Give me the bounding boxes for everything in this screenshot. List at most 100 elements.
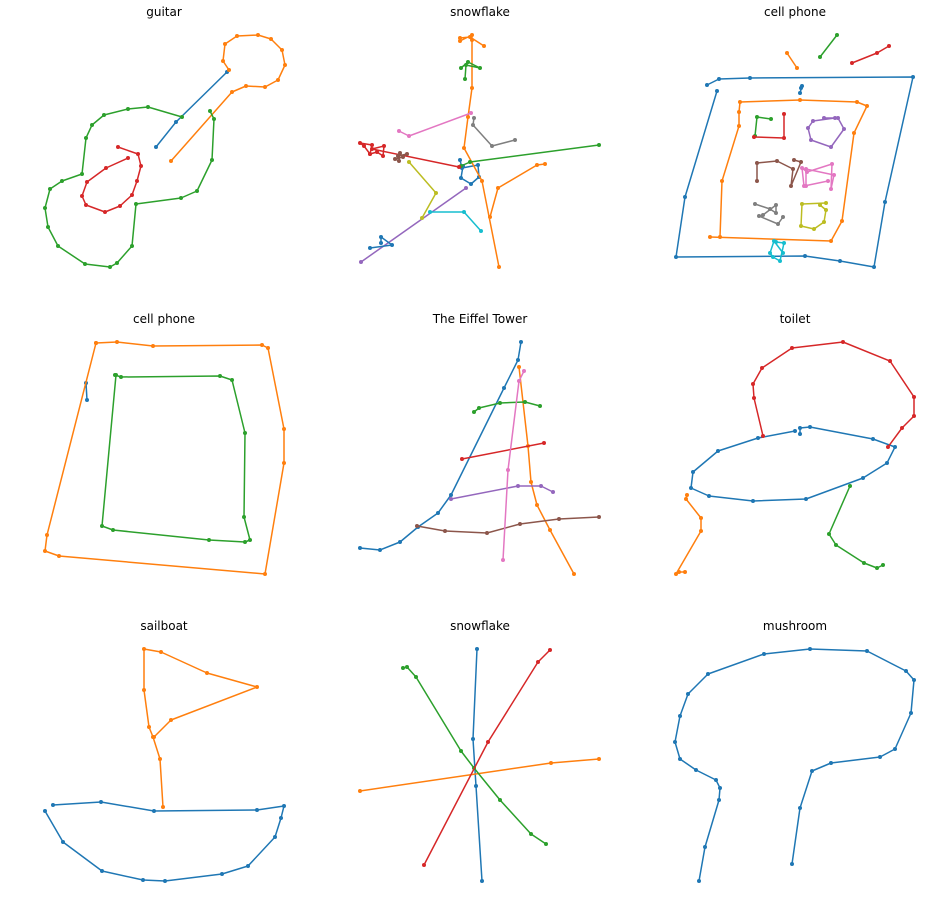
stroke-line: [518, 366, 575, 575]
stroke-point: [775, 159, 779, 163]
stroke-point: [543, 162, 547, 166]
stroke-point: [549, 761, 553, 765]
stroke-point: [886, 445, 890, 449]
stroke-point: [703, 845, 707, 849]
stroke-point: [812, 227, 816, 231]
stroke-point: [513, 138, 517, 142]
stroke-point: [542, 441, 546, 445]
stroke-point: [260, 343, 264, 347]
stroke-point: [496, 186, 500, 190]
stroke-line: [756, 159, 802, 187]
stroke-point: [141, 878, 145, 882]
stroke-line: [460, 61, 481, 80]
stroke-point: [678, 757, 682, 761]
stroke-point: [469, 182, 473, 186]
stroke-point: [789, 184, 793, 188]
stroke-point: [911, 75, 915, 79]
stroke-point: [434, 191, 438, 195]
stroke-line: [709, 99, 868, 242]
stroke-point: [834, 543, 838, 547]
stroke-point: [460, 457, 464, 461]
stroke-point: [282, 427, 286, 431]
stroke-point: [810, 769, 814, 773]
stroke-point: [208, 109, 212, 113]
stroke-point: [401, 666, 405, 670]
stroke-point: [811, 119, 815, 123]
stroke-point: [803, 254, 807, 258]
stroke-line: [101, 374, 251, 543]
stroke-point: [829, 239, 833, 243]
stroke-line: [44, 341, 285, 575]
stroke-point: [776, 222, 780, 226]
stroke-point: [358, 141, 362, 145]
stroke-line: [398, 112, 472, 137]
stroke-point: [126, 107, 130, 111]
stroke-line: [819, 34, 838, 58]
stroke-point: [415, 524, 419, 528]
stroke-point: [246, 864, 250, 868]
stroke-point: [718, 235, 722, 239]
stroke-point: [572, 572, 576, 576]
stroke-line: [408, 161, 437, 219]
stroke-point: [379, 235, 383, 239]
stroke-point: [535, 503, 539, 507]
stroke-point: [464, 186, 468, 190]
stroke-point: [43, 549, 47, 553]
stroke-point: [158, 757, 162, 761]
stroke-point: [393, 157, 397, 161]
stroke-point: [375, 150, 379, 154]
stroke-point: [100, 524, 104, 528]
stroke-point: [769, 117, 773, 121]
stroke-point: [818, 55, 822, 59]
stroke-point: [243, 431, 247, 435]
stroke-point: [752, 135, 756, 139]
stroke-point: [130, 244, 134, 248]
stroke-line: [675, 76, 914, 268]
stroke-point: [242, 515, 246, 519]
stroke-point: [116, 145, 120, 149]
stroke-point: [806, 126, 810, 130]
stroke-point: [836, 116, 840, 120]
stroke-line: [473, 401, 541, 413]
stroke-point: [778, 259, 782, 263]
stroke-line: [754, 203, 784, 225]
stroke-point: [808, 647, 812, 651]
stroke-point: [61, 840, 65, 844]
stroke-point: [379, 241, 383, 245]
stroke-point: [888, 359, 892, 363]
stroke-point: [832, 173, 836, 177]
stroke-point: [785, 51, 789, 55]
stroke-point: [163, 879, 167, 883]
stroke-point: [762, 652, 766, 656]
sketch-1: [358, 33, 601, 269]
sketch-7: [358, 647, 601, 883]
stroke-point: [497, 265, 501, 269]
stroke-point: [717, 798, 721, 802]
stroke-point: [464, 63, 468, 67]
stroke-point: [782, 112, 786, 116]
stroke-point: [878, 755, 882, 759]
stroke-line: [402, 666, 547, 845]
stroke-point: [282, 804, 286, 808]
stroke-point: [90, 123, 94, 127]
stroke-point: [808, 425, 812, 429]
stroke-point: [548, 528, 552, 532]
stroke-point: [104, 166, 108, 170]
stroke-point: [475, 647, 479, 651]
stroke-point: [912, 395, 916, 399]
stroke-line: [460, 144, 600, 167]
stroke-point: [885, 461, 889, 465]
stroke-point: [398, 540, 402, 544]
stroke-point: [152, 809, 156, 813]
stroke-point: [875, 566, 879, 570]
stroke-point: [529, 832, 533, 836]
stroke-point: [488, 215, 492, 219]
stroke-point: [694, 768, 698, 772]
stroke-point: [263, 85, 267, 89]
stroke-point: [716, 449, 720, 453]
sketch-4: [358, 340, 601, 576]
stroke-point: [84, 203, 88, 207]
stroke-point: [699, 516, 703, 520]
stroke-point: [479, 229, 483, 233]
